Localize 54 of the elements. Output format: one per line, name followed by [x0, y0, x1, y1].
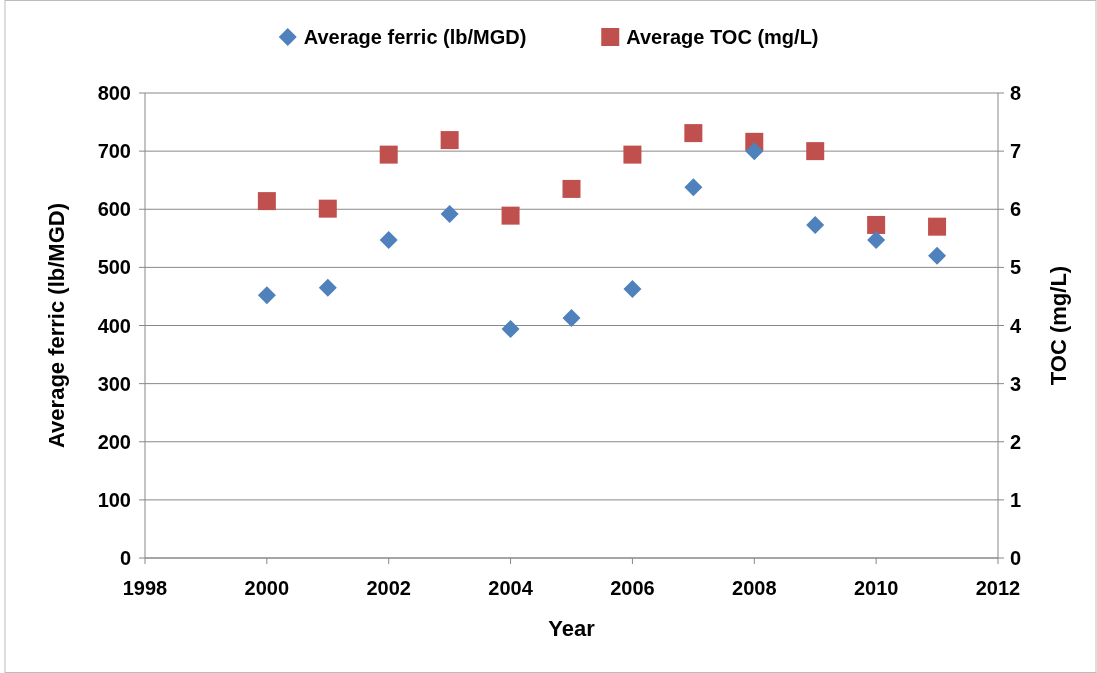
y-tick-label: 100 [97, 488, 131, 511]
legend-label: Average ferric (lb/MGD) [303, 26, 527, 48]
y-axis-title: Average ferric (lb/MGD) [44, 203, 69, 448]
y-tick-label: 600 [97, 198, 131, 221]
point [440, 204, 459, 223]
y2-tick-label: 1 [1010, 488, 1022, 511]
y2-tick-label: 3 [1010, 372, 1022, 395]
point [928, 217, 947, 236]
point [745, 142, 764, 161]
y-tick-label: 800 [97, 82, 131, 104]
y-tick-label: 0 [119, 547, 131, 569]
point [684, 124, 703, 143]
y-tick-label: 300 [97, 372, 131, 395]
x-tick-label: 2010 [853, 577, 899, 599]
y2-axis-title: TOC (mg/L) [1046, 265, 1071, 386]
point [257, 286, 276, 305]
y2-tick-label: 6 [1010, 198, 1022, 221]
point [318, 199, 337, 218]
y2-tick-label: 5 [1010, 256, 1022, 279]
legend-label: Average TOC (mg/L) [626, 26, 819, 48]
point [562, 308, 581, 327]
point [562, 179, 581, 198]
point [318, 278, 337, 297]
y2-tick-label: 7 [1010, 140, 1022, 163]
point [501, 319, 520, 338]
x-tick-label: 2008 [732, 577, 777, 599]
point [440, 131, 459, 150]
y-tick-label: 400 [97, 314, 131, 337]
x-tick-label: 2004 [488, 577, 534, 599]
point [867, 231, 886, 250]
y2-tick-label: 0 [1010, 547, 1022, 569]
point [379, 231, 398, 250]
y2-tick-label: 4 [1010, 314, 1022, 337]
point [623, 279, 642, 298]
x-tick-label: 2006 [610, 577, 655, 599]
point [623, 145, 642, 164]
point [257, 192, 276, 211]
y-tick-label: 500 [97, 256, 131, 279]
x-tick-label: 1998 [122, 577, 168, 599]
y-tick-label: 700 [97, 140, 131, 163]
x-axis-title: Year [548, 616, 596, 641]
point [379, 145, 398, 164]
x-tick-label: 2002 [366, 577, 411, 599]
point [806, 215, 825, 234]
point [684, 178, 703, 197]
x-tick-label: 2000 [244, 577, 290, 599]
y-tick-label: 200 [97, 430, 131, 453]
point [867, 215, 886, 234]
y2-tick-label: 2 [1010, 430, 1022, 453]
point [501, 206, 520, 225]
y2-tick-label: 8 [1010, 82, 1022, 104]
point [806, 142, 825, 161]
point [928, 246, 947, 265]
x-tick-label: 2012 [975, 577, 1021, 599]
